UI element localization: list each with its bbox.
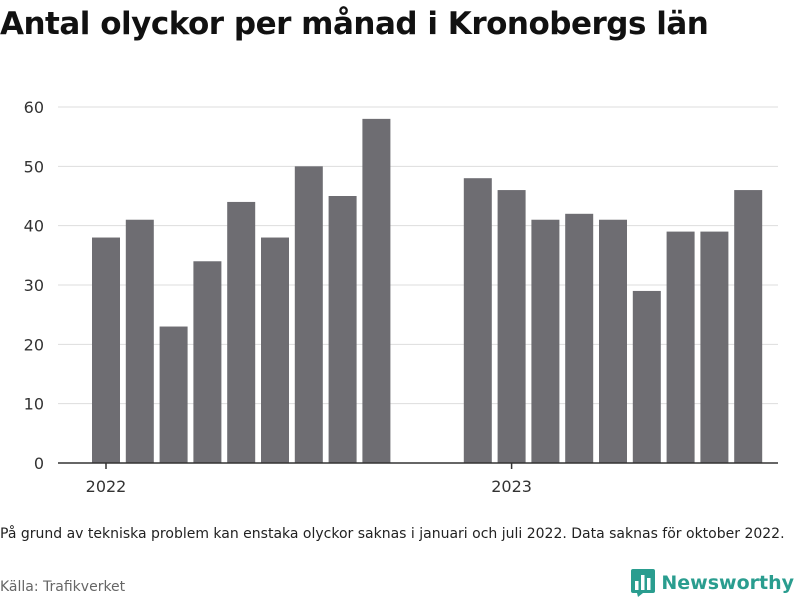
y-tick-label: 20 <box>24 335 44 354</box>
bars <box>92 118 763 464</box>
bar <box>92 237 120 463</box>
bar <box>599 219 627 463</box>
bar <box>734 190 763 464</box>
bar <box>328 196 357 463</box>
bar <box>700 231 729 463</box>
labels: 0 10 20 30 40 50 60 2022 2023 <box>24 98 532 496</box>
bar-chart-logo-icon <box>631 569 656 597</box>
brand-logo: Newsworthy <box>631 569 794 597</box>
footnote: På grund av tekniska problem kan enstaka… <box>0 526 785 542</box>
y-tick-label: 50 <box>24 157 44 176</box>
bar <box>193 261 222 463</box>
y-tick-label: 60 <box>24 98 44 117</box>
y-tick-label: 40 <box>24 217 44 236</box>
source-credit: Källa: Trafikverket <box>0 579 126 595</box>
y-tick-label: 10 <box>24 395 44 414</box>
bar <box>632 290 661 463</box>
brand-name: Newsworthy <box>661 572 794 594</box>
x-tick-label: 2022 <box>86 477 127 496</box>
bar-chart: 0 10 20 30 40 50 60 2022 2023 <box>24 98 778 496</box>
bar <box>159 326 188 463</box>
y-tick-label: 30 <box>24 276 44 295</box>
bar <box>666 231 695 463</box>
bar <box>565 213 594 463</box>
bar <box>463 178 492 463</box>
bar <box>227 201 256 463</box>
y-tick-label: 0 <box>34 454 44 473</box>
chart-title: Antal olyckor per månad i Kronobergs län <box>0 6 709 42</box>
bar <box>294 166 323 464</box>
x-tick-label: 2023 <box>491 477 532 496</box>
axes <box>58 462 778 469</box>
bar <box>362 118 391 463</box>
bar <box>261 237 289 463</box>
bar <box>531 219 560 463</box>
bar <box>125 219 154 463</box>
bar <box>497 190 526 464</box>
